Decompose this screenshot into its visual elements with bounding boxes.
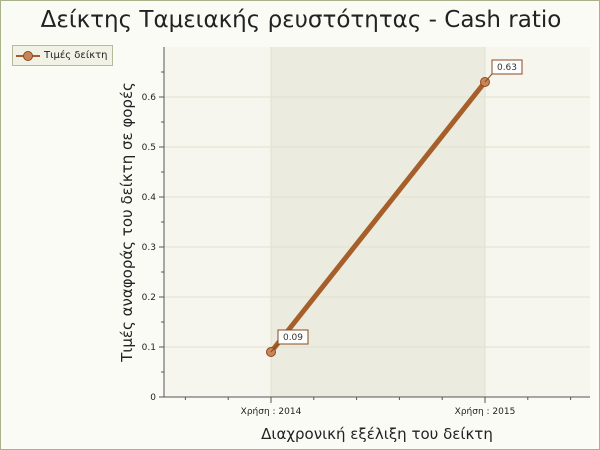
legend-label: Τιμές δείκτη — [44, 50, 108, 61]
x-tick-label-1: Χρήση : 2015 — [455, 407, 516, 417]
x-axis-title: Διαχρονική εξέλιξη του δείκτη — [261, 425, 493, 443]
x-tick-label-0: Χρήση : 2014 — [241, 407, 302, 417]
data-label-leader-1 — [484, 73, 493, 83]
chart-title: Δείκτης Ταμειακής ρευστότητας - Cash rat… — [40, 7, 562, 33]
data-label-0: 0.09 — [283, 333, 303, 343]
y-tick-label-5: 0.5 — [142, 143, 156, 153]
y-tick-label-6: 0.6 — [142, 93, 157, 103]
data-label-1: 0.63 — [497, 63, 517, 73]
y-tick-label-1: 0.1 — [142, 343, 156, 353]
series-line — [268, 79, 488, 355]
legend: Τιμές δείκτη — [12, 45, 114, 66]
y-tick-label-4: 0.4 — [142, 193, 157, 203]
y-tick-label-3: 0.3 — [142, 243, 156, 253]
y-tick-label-2: 0.2 — [142, 293, 156, 303]
y-axis-title: Τιμές αναφοράς του δείκτη σε φορές — [118, 82, 136, 363]
data-label-leader-0 — [270, 343, 279, 353]
legend-marker-icon — [16, 50, 40, 61]
data-label-box-0 — [277, 329, 309, 345]
y-tick-label-0: 0 — [150, 393, 156, 403]
data-label-box-1 — [491, 59, 523, 75]
